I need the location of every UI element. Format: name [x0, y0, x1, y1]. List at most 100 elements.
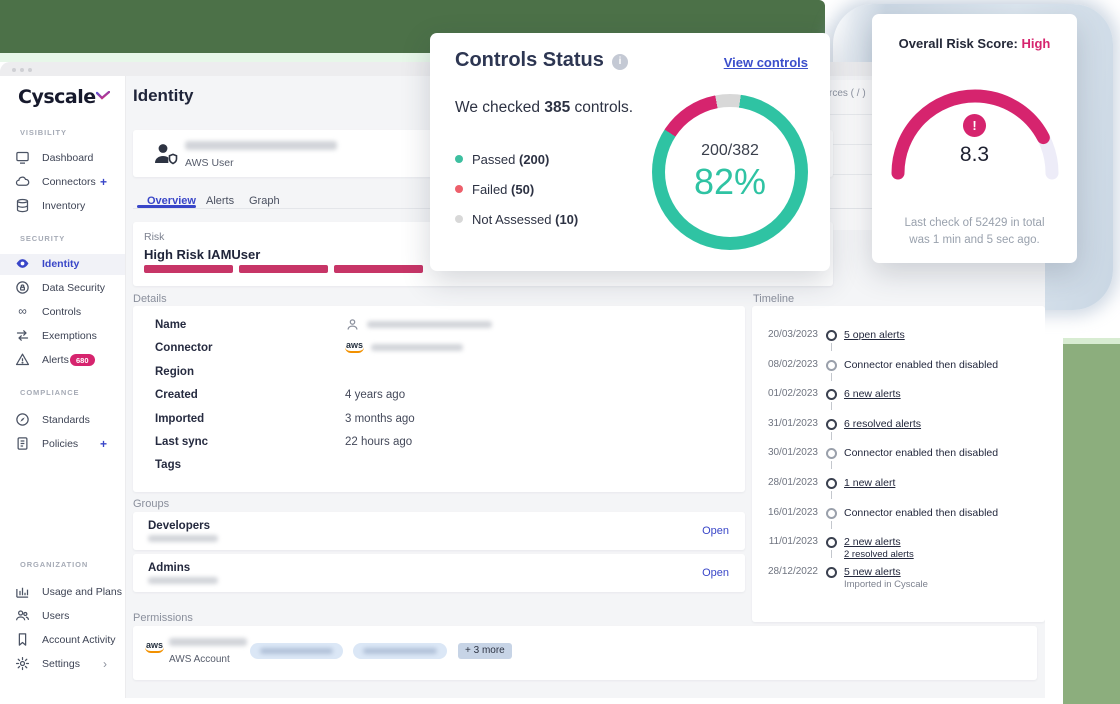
timeline-node-icon — [826, 566, 837, 578]
timeline-node-icon — [826, 418, 837, 440]
view-controls-link[interactable]: View controls — [723, 55, 808, 70]
timeline-event-text: Connector enabled then disabled — [844, 358, 999, 371]
not-assessed-dot-icon — [455, 215, 463, 223]
sidebar-item-alerts[interactable]: Alerts 680 — [0, 350, 125, 371]
sidebar-item-connectors[interactable]: Connectors + — [0, 172, 125, 193]
detail-row: Connector aws — [133, 337, 745, 360]
page-title: Identity — [133, 86, 194, 105]
sidebar-item-account-activity[interactable]: Account Activity — [0, 630, 125, 651]
permissions-section-label: Permissions — [133, 612, 193, 624]
infinity-icon: ∞ — [18, 304, 27, 318]
logo-check-icon — [95, 84, 110, 106]
sidebar-item-exemptions[interactable]: Exemptions — [0, 326, 125, 347]
monitor-icon — [15, 150, 30, 165]
group-row-admins: Admins Open — [133, 554, 745, 592]
add-connector-button[interactable]: + — [99, 175, 107, 189]
active-tab-underline — [137, 205, 196, 208]
bar-chart-icon — [15, 584, 30, 599]
redacted-permission — [260, 648, 333, 654]
timeline-event-sublink[interactable]: 2 resolved alerts — [844, 549, 914, 561]
add-policy-button[interactable]: + — [99, 437, 107, 451]
alert-badge-icon: ! — [963, 114, 986, 137]
timeline-node-icon — [826, 448, 837, 470]
tab-graph[interactable]: Graph — [249, 195, 280, 207]
alerts-count-badge: 680 — [70, 354, 95, 366]
controls-donut-chart: 200/382 82% — [652, 94, 808, 250]
redacted-group-subtitle — [148, 577, 218, 584]
database-icon — [15, 198, 30, 213]
redacted-connector-value — [371, 344, 463, 352]
permission-chip[interactable] — [353, 643, 447, 659]
exemptions-icon — [15, 328, 30, 343]
timeline-event: 16/01/2023 Connector enabled then disabl… — [767, 506, 999, 529]
timeline-panel: 20/03/2023 5 open alerts 08/02/2023 Conn… — [752, 306, 1045, 622]
timeline-section-label: Timeline — [753, 293, 795, 305]
timeline-node-icon — [826, 389, 837, 411]
detail-row: Created 4 years ago — [155, 389, 406, 402]
sidebar: Cyscale VISIBILITY Dashboard Connectors … — [0, 76, 126, 698]
sidebar-item-data-security[interactable]: Data Security — [0, 278, 125, 299]
divider — [829, 144, 879, 145]
legend-item-failed: Failed (50) — [455, 182, 534, 197]
sidebar-item-settings[interactable]: Settings › — [0, 654, 125, 675]
compass-icon — [15, 412, 30, 427]
timeline-event: 01/02/2023 6 new alerts — [767, 388, 901, 411]
timeline-event-link[interactable]: 6 new alerts — [844, 388, 901, 401]
section-label-security: SECURITY — [20, 234, 66, 243]
eye-icon — [15, 256, 30, 271]
checked-controls-text: We checked 385 controls. — [455, 99, 634, 116]
sidebar-item-controls[interactable]: ∞ Controls — [0, 302, 125, 323]
risk-label: Risk — [144, 231, 165, 243]
risk-bar — [334, 265, 423, 273]
timeline-event: 20/03/2023 5 open alerts — [767, 329, 905, 351]
info-icon[interactable]: i — [612, 54, 628, 70]
users-icon — [15, 608, 30, 623]
group-row-developers: Developers Open — [133, 512, 745, 550]
sidebar-item-usage-and-plans[interactable]: Usage and Plans — [0, 582, 125, 603]
settings-chevron-icon[interactable]: › — [103, 657, 107, 671]
more-permissions-button[interactable]: + 3 more — [458, 643, 512, 659]
tab-overview[interactable]: Overview — [147, 195, 196, 207]
risk-bar — [144, 265, 233, 273]
window-dot — [20, 68, 24, 72]
legend-item-passed: Passed (200) — [455, 152, 549, 167]
sidebar-item-users[interactable]: Users — [0, 606, 125, 627]
timeline-node-icon — [826, 359, 837, 381]
timeline-event-link[interactable]: 1 new alert — [844, 476, 896, 489]
timeline-event: 28/01/2023 1 new alert — [767, 476, 896, 499]
detail-row: Name — [133, 314, 745, 337]
timeline-event-link[interactable]: 6 resolved alerts — [844, 417, 922, 430]
redacted-name-value — [367, 321, 492, 328]
app-window: rces ( / ) Cyscale VISIBILITY Dashboard … — [0, 62, 1045, 698]
right-green-strip — [1063, 338, 1120, 704]
sidebar-item-policies[interactable]: Policies + — [0, 434, 125, 455]
sidebar-item-identity[interactable]: Identity — [0, 254, 125, 275]
detail-row: Tags — [155, 459, 181, 472]
permissions-panel: aws AWS Account + 3 more — [133, 626, 1037, 680]
permission-chip[interactable] — [250, 643, 343, 659]
risk-level-label: High — [1021, 36, 1051, 51]
timeline-node-icon — [826, 330, 837, 351]
timeline-event-link[interactable]: 5 open alerts — [844, 329, 905, 341]
timeline-node-icon — [826, 537, 837, 559]
open-group-link[interactable]: Open — [702, 525, 729, 537]
cyscale-logo[interactable]: Cyscale — [18, 86, 110, 108]
risk-score-title: Overall Risk Score: High — [898, 36, 1051, 51]
redacted-permission — [363, 648, 437, 654]
timeline-event-subtext: Imported in Cyscale — [844, 578, 928, 590]
timeline-event-link[interactable]: 2 new alerts — [844, 536, 901, 549]
window-dot — [28, 68, 32, 72]
window-dot — [12, 68, 16, 72]
top-mint-strip — [0, 53, 825, 62]
sidebar-item-inventory[interactable]: Inventory — [0, 196, 125, 217]
sidebar-item-dashboard[interactable]: Dashboard — [0, 148, 125, 169]
open-group-link[interactable]: Open — [702, 567, 729, 579]
donut-center: 200/382 82% — [665, 107, 795, 237]
redacted-user-email — [185, 141, 337, 150]
tab-alerts[interactable]: Alerts — [206, 195, 235, 207]
timeline-event-link[interactable]: 5 new alerts — [844, 565, 901, 578]
timeline-event-text: Connector enabled then disabled — [844, 506, 999, 519]
user-type-label: AWS User — [185, 157, 234, 169]
sidebar-item-standards[interactable]: Standards — [0, 410, 125, 431]
